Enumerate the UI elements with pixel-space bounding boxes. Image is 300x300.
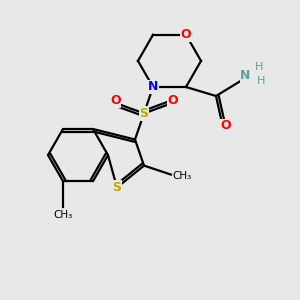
Text: O: O	[181, 28, 191, 41]
Text: S: S	[140, 107, 148, 120]
Text: H: H	[255, 62, 264, 73]
Text: H: H	[257, 76, 265, 86]
Text: O: O	[110, 94, 121, 107]
Text: CH₃: CH₃	[173, 171, 192, 181]
Text: O: O	[220, 119, 231, 133]
Text: CH₃: CH₃	[53, 209, 73, 220]
Text: N: N	[148, 80, 158, 94]
Text: O: O	[167, 94, 178, 107]
Text: N: N	[240, 69, 250, 82]
Text: S: S	[112, 181, 122, 194]
